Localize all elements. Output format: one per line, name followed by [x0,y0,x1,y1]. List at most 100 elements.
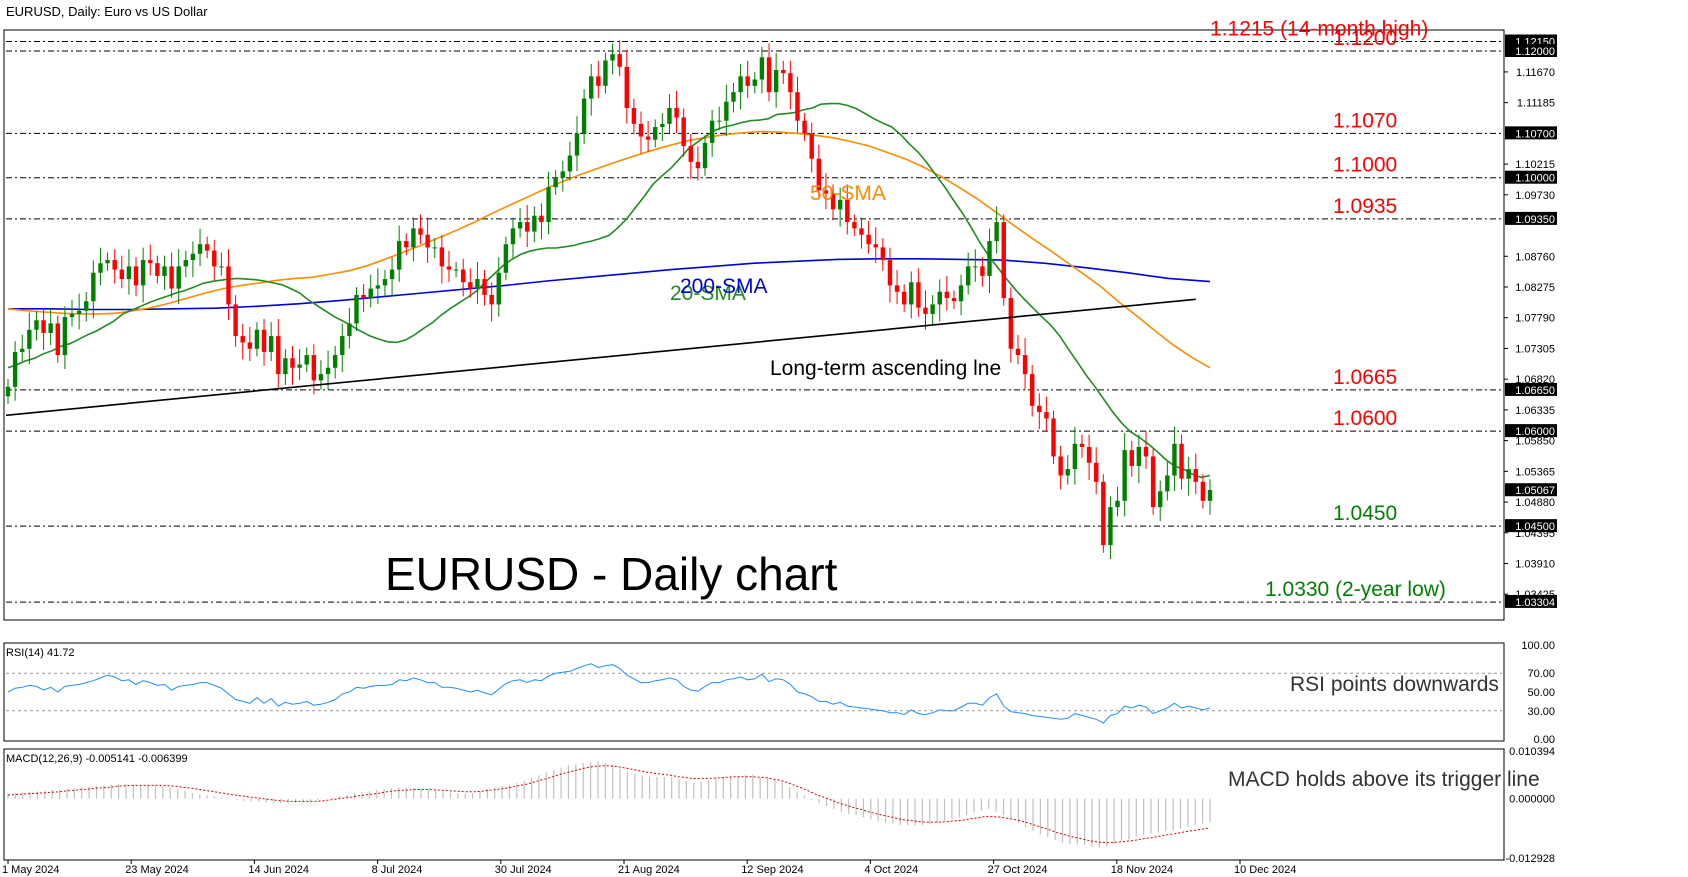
candle [432,238,437,259]
candle [539,203,544,240]
price-badge-label: 1.05067 [1515,485,1555,497]
price-badge [1505,382,1557,396]
price-badge [1505,424,1557,438]
price-tick-label: 1.11670 [1516,67,1555,79]
candle-body [944,291,950,299]
candle [1165,461,1170,501]
candle [1200,474,1206,509]
candle [91,260,96,319]
candle [603,52,608,94]
candle [1008,287,1014,363]
candle-body [389,269,395,280]
price-tick-label: 1.08275 [1515,282,1555,294]
candle [396,225,402,282]
sma50-line [7,130,1211,369]
trendline-label: Long-term ascending lne [770,357,1001,380]
candle [1051,410,1056,465]
candle-body [517,222,523,229]
candle [404,233,409,255]
candle-body [1086,446,1092,463]
candle-body [1193,469,1198,482]
candle [660,113,665,141]
candle-body [432,247,437,249]
candle-body [311,355,317,381]
candle-body [12,351,18,387]
candle-body [1051,418,1056,457]
candle-body [930,304,935,314]
candle-body [354,294,359,324]
candle-body [283,358,288,375]
candle [453,261,459,278]
candle [1101,474,1106,553]
price-tick-label: 1.10215 [1515,159,1555,171]
candle-body [965,266,971,286]
rsi-annotation: RSI points downwards [1290,673,1499,696]
candle-body [55,323,60,356]
candle [759,46,765,94]
candle-body [830,193,836,210]
price-tick-label: 1.03910 [1515,559,1555,571]
candle-body [183,260,189,267]
candle [304,347,309,373]
candle-body [318,374,324,381]
candle-body [809,133,814,159]
candle-body [752,79,758,86]
macd-tick-label: 0.010394 [1509,746,1555,758]
candle-body [425,234,430,248]
candle [773,52,779,108]
candle [1093,447,1099,495]
time-axis: 1 May 2024 23 May 2024 14 Jun 2024 8 Jul 20… [2,860,1296,876]
candle [631,98,637,135]
candle-body [731,92,736,102]
candle-body [1136,446,1142,466]
macd-panel-frame [3,748,1505,861]
candle [1079,434,1085,458]
candle [1058,445,1063,490]
macd-tick-label: -0.012928 [1505,853,1555,865]
candle-body [788,73,793,93]
candle [1086,434,1092,480]
price-tick-label: 1.06335 [1515,405,1555,417]
sma200-line [8,257,1211,311]
candle [425,217,430,263]
price-tick-label: 1.07305 [1515,343,1555,355]
candle-body [297,364,302,368]
candle [645,121,651,153]
candle [958,274,964,316]
candle [439,235,445,284]
candle-body [212,250,217,267]
price-badge-label: 1.04500 [1515,521,1555,533]
candle-body [332,355,338,368]
candle [937,279,942,322]
price-badge-label: 1.06650 [1515,385,1555,397]
candle-body [567,155,573,172]
candle [809,122,814,173]
candle [1029,364,1035,417]
candle-body [1065,469,1070,476]
candle-body [340,336,345,356]
level-label: 1.0450 [1333,502,1397,525]
candle-body [1158,491,1163,508]
candle [361,284,366,313]
candle-body [1037,405,1042,413]
candle-body [589,76,594,99]
candle [212,239,217,281]
price-tick-label: 1.07790 [1515,313,1555,325]
candle [375,268,381,305]
candle [653,119,658,148]
candle-body [909,282,914,305]
price-badge [1505,44,1557,58]
candle [1044,396,1049,431]
candlesticks [5,40,1213,560]
price-badge [1505,519,1557,533]
price-tick-label: 1.04880 [1515,497,1555,509]
candle [994,206,999,254]
candle [788,60,793,110]
rsi-tick-label: 70.00 [1527,668,1555,680]
x-tick-label: 10 Dec 2024 [1234,864,1296,876]
candle [48,307,53,346]
rsi-line [7,663,1211,724]
candle [297,349,302,381]
candle-body [958,285,964,302]
